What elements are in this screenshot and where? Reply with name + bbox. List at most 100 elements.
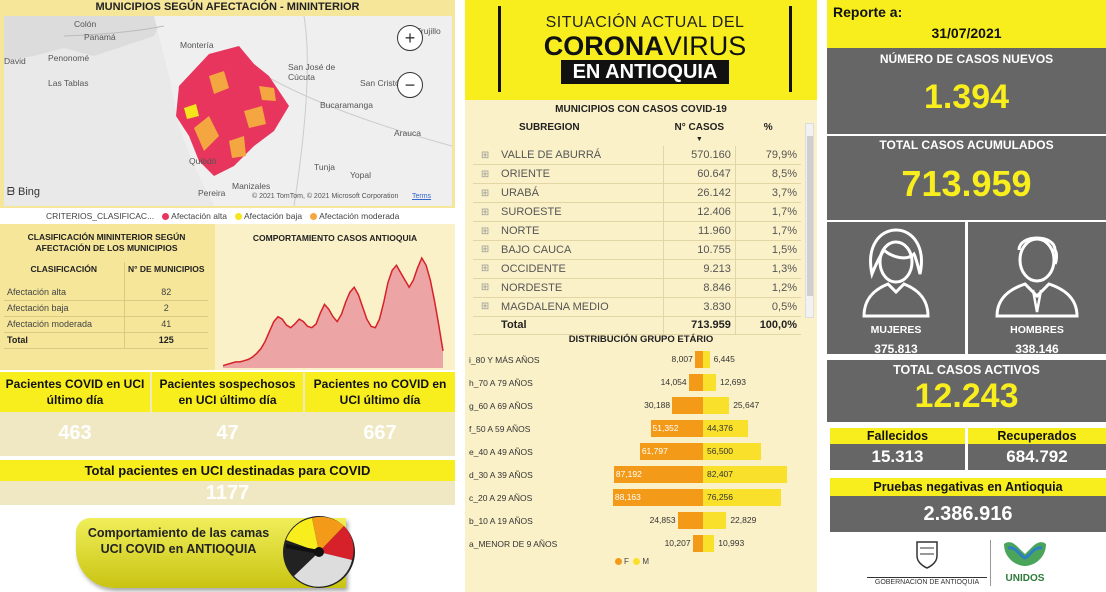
- report-label: Reporte a:: [833, 4, 903, 20]
- women-box: MUJERES 375.813: [827, 222, 965, 356]
- legend-title: CRITERIOS_CLASIFICAC...: [46, 211, 155, 221]
- col-header-pct[interactable]: %: [763, 122, 773, 133]
- uci-covid-card: Pacientes COVID en UCI último día 463: [0, 372, 150, 456]
- legend-item[interactable]: Afectación baja: [234, 211, 302, 221]
- bing-logo: ᗷ Bing: [7, 186, 40, 199]
- bar-female[interactable]: [639, 443, 703, 460]
- expand-icon[interactable]: ⊞: [473, 297, 498, 317]
- map-view[interactable]: Colón Panamá Penonomé Las Tablas David M…: [4, 16, 452, 206]
- bar-female[interactable]: [688, 374, 703, 391]
- legend-m: M: [642, 557, 650, 566]
- col-header-subregion[interactable]: SUBREGION: [519, 122, 580, 133]
- cell-value: 82: [123, 284, 208, 301]
- expand-icon[interactable]: ⊞: [473, 259, 498, 279]
- subregion-row[interactable]: ⊞ VALLE DE ABURRÁ 570.160 79,9%: [473, 146, 801, 166]
- subregion-name: SUROESTE: [497, 202, 664, 223]
- uci-noncovid-card: Pacientes no COVID en UCI último día 667: [305, 372, 455, 456]
- subregion-row[interactable]: ⊞ MAGDALENA MEDIO 3.830 0,5%: [473, 297, 801, 317]
- subregion-row[interactable]: ⊞ NORDESTE 8.846 1,2%: [473, 278, 801, 298]
- map-label: Manizales: [232, 181, 271, 191]
- bar-male[interactable]: [703, 466, 788, 483]
- coat-of-arms-icon: [916, 541, 938, 569]
- uci-covid-value: 463: [58, 422, 92, 444]
- legend-item[interactable]: Afectación moderada: [310, 211, 399, 221]
- bar-female[interactable]: [613, 466, 703, 483]
- expand-icon[interactable]: ⊞: [473, 202, 498, 223]
- expand-icon[interactable]: ⊞: [473, 164, 498, 185]
- expand-icon[interactable]: ⊞: [473, 146, 498, 166]
- expand-icon[interactable]: ⊞: [473, 221, 498, 241]
- subregion-pct: 3,7%: [734, 183, 801, 204]
- map-label: Quibdó: [189, 156, 217, 166]
- subregion-cases: 60.647: [662, 164, 736, 185]
- subregion-pct: 1,7%: [734, 202, 801, 223]
- age-chart[interactable]: i_80 Y MÁS AÑOS 8,007 6,445 h_70 A 79 AÑOS 1…: [465, 346, 817, 556]
- map-label: Pereira: [198, 188, 226, 198]
- bar-female[interactable]: [692, 535, 703, 552]
- legend-label: Afectación alta: [171, 211, 227, 221]
- subregion-name: NORDESTE: [497, 278, 664, 298]
- subregion-pct: 1,2%: [734, 278, 801, 298]
- subregion-row[interactable]: ⊞ OCCIDENTE 9.213 1,3%: [473, 259, 801, 279]
- accum-value: 713.959: [901, 163, 1032, 204]
- map-label: Tunja: [314, 162, 335, 172]
- table-scrollbar[interactable]: [805, 123, 814, 318]
- trend-area: [223, 258, 443, 368]
- zoom-in-button[interactable]: +: [397, 25, 423, 51]
- bar-female[interactable]: [694, 351, 703, 368]
- value-male: 10,993: [718, 538, 745, 548]
- map-label: Montería: [180, 40, 214, 50]
- bar-female[interactable]: [650, 420, 703, 437]
- col-header[interactable]: CLASIFICACIÓN: [30, 264, 98, 274]
- bar-female[interactable]: [612, 489, 703, 506]
- subregion-cases: 570.160: [662, 146, 736, 166]
- logo-divider: [990, 540, 991, 586]
- uci-noncovid-label: Pacientes no COVID en UCI último día: [305, 372, 455, 412]
- bar-male[interactable]: [703, 397, 730, 414]
- uci-suspect-label: Pacientes sospechosos en UCI último día: [152, 372, 303, 412]
- value-male: 25,647: [733, 400, 760, 410]
- table-row: Afectación moderada 41: [4, 316, 208, 333]
- uci-beds-button[interactable]: Comportamiento de las camas UCI COVID en…: [76, 512, 376, 590]
- bar-male[interactable]: [703, 443, 761, 460]
- expand-icon[interactable]: ⊞: [473, 183, 498, 204]
- logo-line1: SITUACIÓN ACTUAL DEL: [545, 14, 745, 31]
- gov-logo-text: GOBERNACIÓN DE ANTIOQUIA: [867, 577, 987, 586]
- subregion-row[interactable]: ⊞ SUROESTE 12.406 1,7%: [473, 202, 801, 223]
- active-label: TOTAL CASOS ACTIVOS: [893, 363, 1040, 377]
- scroll-thumb[interactable]: [807, 136, 813, 296]
- subregion-row[interactable]: ⊞ BAJO CAUCA 10.755 1,5%: [473, 240, 801, 260]
- bar-male[interactable]: [703, 374, 716, 391]
- bar-female[interactable]: [672, 397, 703, 414]
- subregion-row[interactable]: ⊞ NORTE 11.960 1,7%: [473, 221, 801, 241]
- logo-area: SITUACIÓN ACTUAL DEL CORONAVIRUS EN ANTI…: [465, 0, 817, 100]
- subregion-pct: 8,5%: [734, 164, 801, 185]
- bar-male[interactable]: [703, 351, 710, 368]
- bar-male[interactable]: [703, 420, 749, 437]
- subregion-name: OCCIDENTE: [497, 259, 664, 279]
- bar-male[interactable]: [703, 512, 727, 529]
- expand-icon[interactable]: ⊞: [473, 278, 498, 298]
- subregion-row[interactable]: ⊞ ORIENTE 60.647 8,5%: [473, 164, 801, 185]
- deaths-value: 15.313: [830, 444, 965, 470]
- legend-item[interactable]: Afectación alta: [162, 211, 227, 221]
- subregion-title: MUNICIPIOS CON CASOS COVID-19: [555, 104, 727, 115]
- expand-icon[interactable]: ⊞: [473, 240, 498, 260]
- classification-title: CLASIFICACIÓN MININTERIOR SEGÚN AFECTACI…: [27, 232, 186, 253]
- subregion-row[interactable]: ⊞ URABÁ 26.142 3,7%: [473, 183, 801, 204]
- col-header[interactable]: N° DE MUNICIPIOS: [123, 262, 208, 276]
- map-label: Colón: [74, 19, 97, 29]
- bar-male[interactable]: [703, 489, 781, 506]
- bar-female[interactable]: [677, 512, 703, 529]
- new-cases-label: NÚMERO DE CASOS NUEVOS: [879, 52, 1054, 66]
- subregion-cases: 9.213: [662, 259, 736, 279]
- bar-male[interactable]: [703, 535, 715, 552]
- trend-chart[interactable]: [223, 252, 451, 370]
- zoom-out-button[interactable]: −: [397, 72, 423, 98]
- cell-label: Afectación baja: [4, 300, 124, 317]
- legend-dot-m: [633, 558, 641, 566]
- legend-dot-f: [615, 558, 622, 566]
- col-header-cases[interactable]: N° CASOS ▼: [663, 120, 735, 146]
- terms-link[interactable]: Terms: [412, 193, 432, 200]
- subregion-pct: 0,5%: [734, 297, 801, 317]
